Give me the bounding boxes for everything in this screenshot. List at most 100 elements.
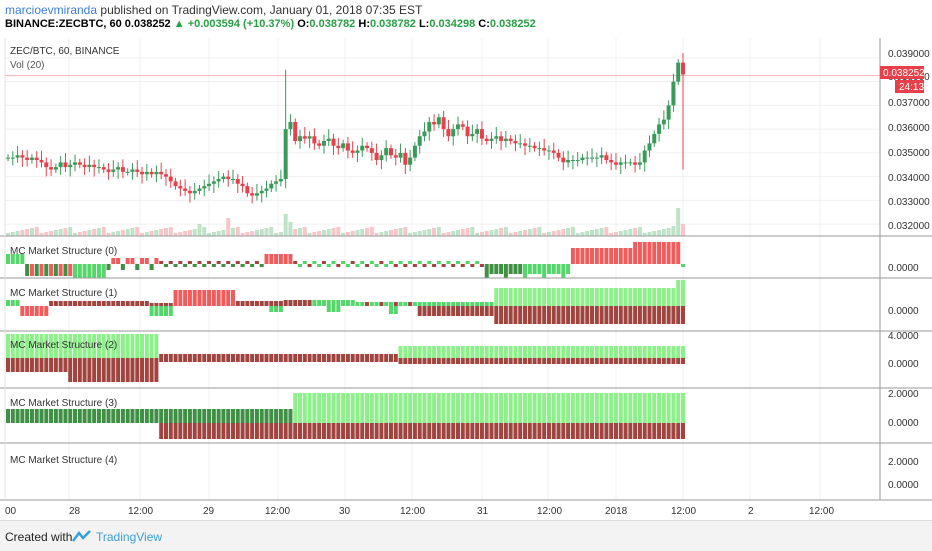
ms-bar <box>456 423 460 439</box>
volume-bar <box>274 233 279 236</box>
ms-bar <box>666 423 671 439</box>
ms-bar <box>599 346 604 358</box>
ms-bar <box>221 354 226 358</box>
ms-bar <box>652 346 657 358</box>
volume-bar <box>254 230 259 236</box>
ms-bar <box>53 301 58 306</box>
ms-bar <box>92 409 97 423</box>
time-axis[interactable]: 00 28 12:00 29 12:00 30 12:00 31 12:00 2… <box>5 506 834 517</box>
ms-bar <box>494 346 499 358</box>
ms-bar <box>15 334 20 358</box>
ms-bar <box>628 358 633 364</box>
ms-bar <box>499 264 504 274</box>
ms-bar <box>446 423 451 439</box>
last-price-label: 0.038252 <box>883 68 925 79</box>
ms-bar <box>609 423 614 439</box>
ms-bar <box>274 409 279 423</box>
ms-bar <box>398 358 403 364</box>
ms-bar <box>116 409 121 423</box>
ms-bar <box>542 423 547 439</box>
ms-bar <box>317 354 322 358</box>
ms-bar <box>412 393 417 423</box>
author-link[interactable]: marcioevmiranda <box>5 3 98 17</box>
ms-bar <box>551 358 556 364</box>
ms-bar <box>307 423 312 439</box>
ms-bar <box>106 264 111 270</box>
ms-bar <box>331 393 336 423</box>
ms-bar <box>403 346 408 358</box>
ms-bar <box>288 423 293 439</box>
ms-bar <box>465 393 470 423</box>
ms-bar <box>441 423 446 439</box>
volume-bar <box>561 229 566 236</box>
ms-bar <box>609 248 614 264</box>
ms-bar <box>671 393 676 423</box>
ms-bar <box>101 264 106 278</box>
volume-bar <box>216 231 221 236</box>
ms-bar <box>202 409 207 423</box>
ms-bar <box>106 409 111 423</box>
ms-bar <box>360 393 365 423</box>
ms-bar <box>470 358 475 364</box>
ms-bar <box>633 393 638 423</box>
ms-bar <box>412 358 417 364</box>
candle <box>671 81 676 106</box>
ms-bar <box>518 346 523 358</box>
ms-bar <box>58 409 63 423</box>
ms-bar <box>518 423 523 439</box>
ms-bar <box>623 358 628 364</box>
ms-bar <box>336 264 341 267</box>
ms-bar <box>546 423 551 439</box>
volume-bar <box>618 231 623 236</box>
volume-bar <box>163 228 168 236</box>
market-structure-panes <box>6 242 685 439</box>
ms-bar <box>221 423 226 439</box>
ms-bar <box>599 306 604 324</box>
ms-bar <box>278 306 283 312</box>
ms-bar <box>470 423 475 439</box>
ms-bar <box>489 264 494 274</box>
ms-bar <box>202 358 207 362</box>
tradingview-brand-link[interactable]: TradingView <box>96 530 163 544</box>
ms-bar <box>187 423 192 439</box>
ms-bar <box>360 354 365 358</box>
volume-bar <box>633 228 638 236</box>
candle <box>369 148 374 153</box>
ms-bar <box>87 358 92 382</box>
ms-bar <box>393 354 398 358</box>
ms-bar <box>532 288 537 306</box>
volume-bar <box>427 229 432 236</box>
ms-bar <box>417 358 422 364</box>
ms-bar <box>140 358 145 382</box>
ms-bar <box>254 423 259 439</box>
ms-bar <box>432 346 437 358</box>
ms-bar <box>254 358 259 362</box>
ms-bar <box>130 358 135 382</box>
candle <box>527 145 532 147</box>
created-with-text: Created with <box>5 530 73 544</box>
ms-bar <box>360 423 365 439</box>
ms-bar <box>331 306 336 312</box>
ms-bar <box>470 393 475 423</box>
ms-bar <box>293 354 298 358</box>
ms-bar <box>312 358 317 362</box>
ms-bar <box>92 358 97 382</box>
ms-bar <box>388 302 393 306</box>
ms-bar <box>283 358 288 362</box>
ms-bar <box>585 393 590 423</box>
ms-bar <box>427 393 432 423</box>
ms-bar <box>432 264 437 267</box>
ms-bar <box>489 393 494 423</box>
chart-area[interactable]: ZEC/BTC, 60, BINANCE Vol (20) MC Market … <box>0 38 932 520</box>
ms-bar <box>580 346 585 358</box>
ms-bar <box>681 306 685 324</box>
ms-bar <box>140 301 145 306</box>
ms-bar <box>53 358 58 372</box>
ms-bar <box>159 261 164 264</box>
ms-bar <box>135 301 140 306</box>
ms-bar <box>336 393 341 423</box>
volume-bar <box>159 229 164 236</box>
ms-bar <box>216 409 221 423</box>
tradingview-logo-icon[interactable] <box>72 529 92 543</box>
candle <box>216 179 221 182</box>
